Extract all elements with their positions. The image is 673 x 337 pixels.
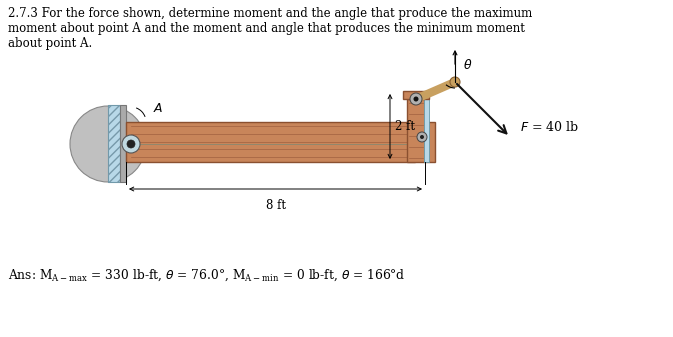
Circle shape bbox=[127, 140, 135, 148]
Bar bbox=[425, 122, 435, 162]
Circle shape bbox=[450, 77, 460, 87]
Bar bbox=[126, 122, 415, 162]
Circle shape bbox=[122, 135, 140, 153]
Bar bbox=[403, 91, 429, 99]
Circle shape bbox=[70, 106, 146, 182]
Text: Ans: M$_{\mathregular{A-max}}$ = 330 lb-ft, $\theta$ = 76.0°, M$_{\mathregular{A: Ans: M$_{\mathregular{A-max}}$ = 330 lb-… bbox=[8, 267, 406, 283]
Bar bbox=[424, 99, 429, 162]
Text: $F$ = 40 lb: $F$ = 40 lb bbox=[520, 120, 579, 134]
Text: 2 ft: 2 ft bbox=[395, 120, 415, 133]
Text: 8 ft: 8 ft bbox=[266, 199, 285, 212]
Circle shape bbox=[410, 93, 422, 105]
Circle shape bbox=[420, 135, 424, 139]
Bar bbox=[120, 105, 126, 182]
Circle shape bbox=[417, 132, 427, 142]
Bar bbox=[108, 105, 120, 182]
Text: $\theta$: $\theta$ bbox=[463, 58, 472, 72]
Bar bbox=[108, 105, 120, 182]
Text: 2.7.3 For the force shown, determine moment and the angle that produce the maxim: 2.7.3 For the force shown, determine mom… bbox=[8, 7, 532, 50]
Circle shape bbox=[413, 96, 419, 101]
Bar bbox=[407, 99, 425, 162]
Text: $A$: $A$ bbox=[153, 102, 164, 116]
